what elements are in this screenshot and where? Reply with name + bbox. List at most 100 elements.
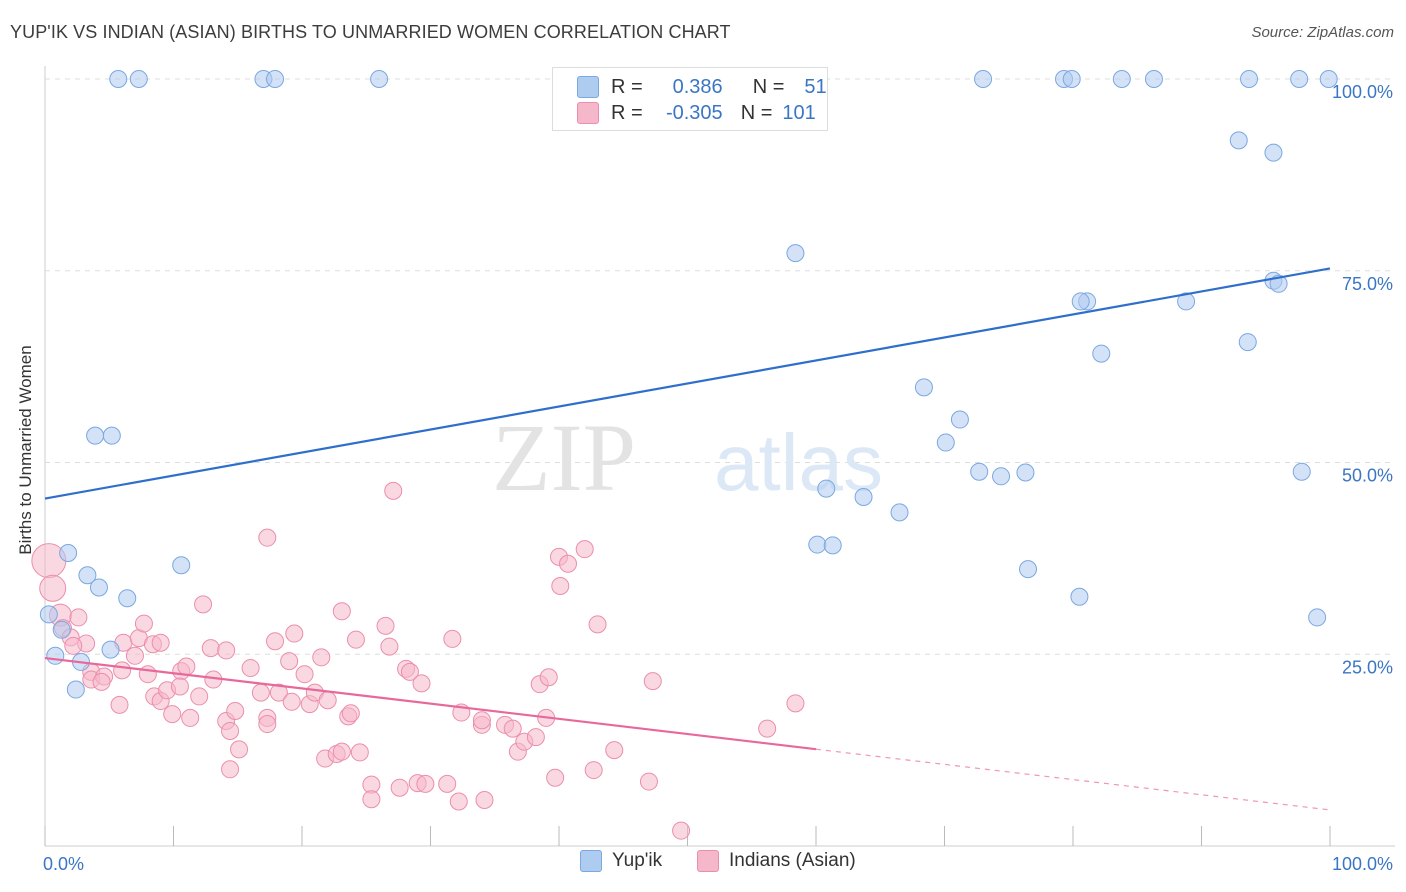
legend-n-label: N = [740,101,773,124]
indian-point [584,761,603,780]
indian-point [786,694,805,713]
yupik-point [59,544,78,563]
indian-point [163,705,182,724]
watermark: ZIP atlas [492,404,883,511]
indian-point [588,615,607,634]
yupik-point [1092,344,1111,363]
indian-point [672,821,691,840]
yupik-swatch [580,850,602,872]
yupik-swatch [577,76,599,98]
indian-point [190,687,209,706]
yupik-point [266,70,285,88]
yupik-point [1070,587,1089,606]
indian-point [251,683,270,702]
indian-point [217,641,236,660]
legend-r-label: R = [611,101,643,124]
indian-point [201,639,220,658]
indian-point [138,665,157,684]
x-tick-label: 100.0% [1332,854,1393,874]
yupik-point [89,578,108,597]
indian-trend-line [44,656,817,751]
indian-point [380,637,399,656]
indian-point [110,695,129,714]
watermark-zip: ZIP [492,404,636,511]
yupik-point [370,70,389,88]
legend-row-indian: R = -0.305 N = 101 [577,101,816,125]
indian-point [332,742,351,761]
legend-r-value: 0.386 [672,75,723,98]
gridlines [45,78,1395,655]
yupik-point [786,244,805,263]
indian-swatch [697,850,719,872]
yupik-point [974,70,993,88]
indian-point [758,719,777,738]
yupik-point [1319,70,1338,88]
indian-point [258,528,277,547]
indian-point [194,595,213,614]
yupik-point [1308,608,1327,627]
stats-legend: R = 0.386 N = 51 R = -0.305 N = 101 [552,67,828,131]
legend-row-yupik: R = 0.386 N = 51 [577,75,827,99]
yupik-point [970,462,989,481]
yupik-point [78,566,97,585]
indian-point [69,608,88,627]
indian-point [350,743,369,762]
yupik-trend-line [44,267,1331,500]
yupik-point [1071,292,1090,311]
yupik-point [1290,70,1309,88]
indian-point [241,659,260,678]
legend-r-value: -0.305 [665,101,723,124]
legend-label-yupik: Yup'ik [612,850,663,871]
indian-point [639,772,658,791]
y-axis-label-wrap: Births to Unmarried Women [6,300,46,600]
yupik-point [66,680,85,699]
yupik-point [109,70,128,88]
indian-point [390,778,409,797]
indian-point [226,702,245,721]
indian-point [503,719,522,738]
yupik-point [1062,70,1081,88]
legend-r-label: R = [611,75,643,98]
yupik-point [52,620,71,639]
source-label: Source: ZipAtlas.com [1251,24,1394,41]
legend-label-indian: Indians (Asian) [729,850,856,871]
indian-point [472,711,491,730]
y-tick-label: 75.0% [1342,274,1393,294]
yupik-point [823,536,842,555]
watermark-atlas: atlas [714,418,883,507]
yupik-point [950,410,969,429]
indian-point [125,646,144,665]
indian-point [282,692,301,711]
tick-labels: 25.0% 50.0% 75.0% 100.0% 0.0% 100.0% [43,82,1393,874]
yupik-point [1016,463,1035,482]
indian-point [558,554,577,573]
indian-point [605,741,624,760]
indian-point [346,630,365,649]
yupik-point [936,433,955,452]
yupik-point [1292,462,1311,481]
indian-point [39,574,67,602]
yupik-point [1177,292,1196,311]
indian-point [134,614,153,633]
indian-trend-extension [815,748,1331,811]
indian-point [113,661,132,680]
legend-n-value: 101 [782,101,816,124]
axes [44,66,1395,847]
legend-n-value: 51 [804,75,827,98]
indian-point [475,790,494,809]
yupik-point [808,535,827,554]
series-legend: Yup'ik Indians (Asian) [0,850,1406,878]
indian-point [221,721,240,740]
yupik-point [1238,333,1257,352]
yupik-point [172,556,191,575]
yupik-point [992,467,1011,486]
yupik-point [890,503,909,522]
indian-point [384,481,403,500]
indian-point [449,792,468,811]
indian-point [416,774,435,793]
y-axis-label: Births to Unmarried Women [16,345,35,555]
indian-point [170,677,189,696]
indian-point [412,674,431,693]
indian-point [443,629,462,648]
